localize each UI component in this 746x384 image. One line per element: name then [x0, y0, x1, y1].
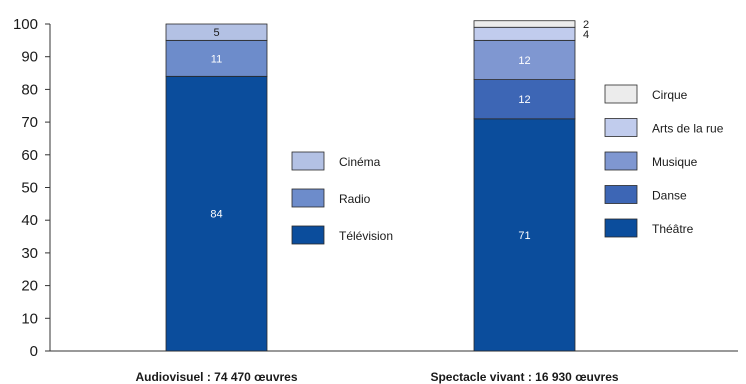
y-tick-label: 80 — [21, 81, 38, 98]
y-tick-label: 10 — [21, 310, 38, 327]
y-tick-label: 70 — [21, 114, 38, 131]
legend-label: Cinéma — [339, 155, 381, 169]
bar-segment — [473, 20, 576, 28]
legend-swatch — [604, 185, 638, 204]
y-tick-label: 60 — [21, 147, 38, 164]
y-tick-label: 100 — [13, 16, 38, 33]
legend-label: Radio — [339, 192, 371, 206]
y-tick-label: 20 — [21, 278, 38, 295]
legend-label: Télévision — [339, 229, 393, 243]
y-tick-label: 30 — [21, 245, 38, 262]
legends: Cinéma Radio Télévision Cirque Arts de la ru… — [291, 84, 724, 245]
segment-value-label: 12 — [518, 94, 530, 106]
segment-value-label: 12 — [518, 55, 530, 67]
category-label: Audiovisuel : 74 470 œuvres — [135, 370, 297, 384]
y-tick-label: 90 — [21, 49, 38, 66]
legend-swatch — [291, 151, 325, 171]
segment-value-label: 2 — [583, 19, 589, 31]
bars: 84 11 5 71 12 12 42 — [165, 19, 589, 352]
segment-value-label: 84 — [210, 209, 222, 221]
legend-label: Arts de la rue — [652, 122, 724, 136]
legend-swatch — [604, 218, 638, 238]
segment-value-label: 71 — [518, 230, 530, 242]
legend-swatch — [604, 84, 638, 104]
bar-segment — [165, 75, 268, 352]
y-tick-label: 40 — [21, 212, 38, 229]
y-tick-label: 50 — [21, 180, 38, 197]
legend-swatch — [604, 151, 638, 171]
bar-segment — [473, 79, 576, 120]
y-axis: 0 10 20 30 40 50 60 70 80 90 100 — [13, 16, 738, 360]
legend-swatch — [291, 225, 325, 245]
bar-segment — [165, 23, 268, 41]
category-labels: Audiovisuel : 74 470 œuvres Spectacle viv… — [135, 370, 618, 384]
bar-segment — [165, 39, 268, 77]
legend-swatch — [604, 118, 638, 137]
y-tick-label: 0 — [30, 343, 38, 360]
category-label: Spectacle vivant : 16 930 œuvres — [430, 370, 618, 384]
bar-segment — [473, 118, 576, 352]
bar-segment — [473, 39, 576, 80]
bar-segment — [473, 26, 576, 41]
legend-label: Cirque — [652, 88, 688, 102]
segment-value-label: 5 — [213, 27, 219, 39]
legend-label: Musique — [652, 155, 698, 169]
segment-value-label: 11 — [211, 53, 222, 65]
legend-swatch — [291, 188, 325, 208]
legend-label: Théâtre — [652, 222, 694, 236]
segment-value-label: 4 — [583, 29, 589, 41]
legend-label: Danse — [652, 189, 687, 203]
